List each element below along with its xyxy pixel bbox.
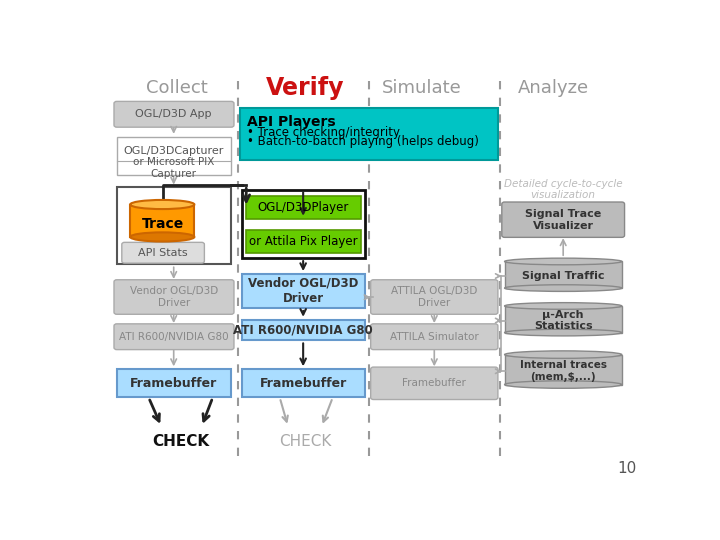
FancyBboxPatch shape	[371, 324, 498, 349]
Text: 10: 10	[617, 462, 636, 476]
Text: • Trace checking/integrity: • Trace checking/integrity	[247, 126, 400, 139]
FancyBboxPatch shape	[371, 280, 498, 314]
Bar	[505, 306, 622, 333]
Text: Vendor OGL/D3D
Driver: Vendor OGL/D3D Driver	[248, 277, 359, 305]
Ellipse shape	[505, 285, 622, 292]
Text: ATI R600/NVIDIA G80: ATI R600/NVIDIA G80	[233, 323, 373, 336]
FancyBboxPatch shape	[242, 274, 364, 308]
FancyBboxPatch shape	[502, 202, 624, 238]
Text: or Microsoft PIX
Capturer: or Microsoft PIX Capturer	[133, 157, 215, 179]
FancyBboxPatch shape	[114, 102, 234, 127]
Text: ATTILA OGL/D3D
Driver: ATTILA OGL/D3D Driver	[391, 286, 477, 308]
Text: Framebuffer: Framebuffer	[402, 379, 467, 388]
Text: CHECK: CHECK	[279, 434, 331, 449]
Text: ATI R600/NVIDIA G80: ATI R600/NVIDIA G80	[119, 332, 228, 342]
FancyBboxPatch shape	[242, 190, 364, 258]
Text: Signal Traffic: Signal Traffic	[522, 271, 604, 281]
Text: OGL/D3DCapturer: OGL/D3DCapturer	[124, 146, 224, 156]
Text: Trace: Trace	[141, 217, 184, 231]
Bar	[130, 205, 194, 237]
Text: • Batch-to-batch playing (helps debug): • Batch-to-batch playing (helps debug)	[247, 136, 479, 148]
Text: or Attila Pix Player: or Attila Pix Player	[249, 235, 357, 248]
FancyBboxPatch shape	[242, 369, 364, 397]
Ellipse shape	[130, 200, 194, 209]
FancyBboxPatch shape	[246, 196, 361, 219]
FancyBboxPatch shape	[242, 320, 364, 341]
Ellipse shape	[130, 232, 194, 241]
Text: Collect: Collect	[145, 79, 207, 97]
Ellipse shape	[505, 302, 622, 309]
FancyBboxPatch shape	[117, 137, 231, 175]
FancyBboxPatch shape	[240, 109, 498, 160]
Text: Analyze: Analyze	[518, 79, 589, 97]
Text: API Players: API Players	[247, 114, 336, 129]
Text: CHECK: CHECK	[152, 434, 209, 449]
Text: Framebuffer: Framebuffer	[259, 377, 347, 390]
Text: Simulate: Simulate	[382, 79, 462, 97]
Text: Verify: Verify	[266, 76, 344, 100]
Ellipse shape	[505, 351, 622, 359]
FancyBboxPatch shape	[122, 242, 204, 263]
Bar	[505, 355, 622, 384]
Ellipse shape	[505, 258, 622, 265]
Text: ATTILA Simulator: ATTILA Simulator	[390, 332, 479, 342]
Text: OGL/D3D App: OGL/D3D App	[135, 109, 212, 119]
Text: API Stats: API Stats	[138, 248, 188, 258]
FancyBboxPatch shape	[117, 187, 231, 265]
Text: μ-Arch
Statistics: μ-Arch Statistics	[534, 310, 593, 332]
Text: Framebuffer: Framebuffer	[130, 377, 217, 390]
Text: Vendor OGL/D3D
Driver: Vendor OGL/D3D Driver	[130, 286, 218, 308]
FancyBboxPatch shape	[371, 367, 498, 400]
FancyBboxPatch shape	[114, 324, 234, 349]
FancyBboxPatch shape	[117, 369, 231, 397]
Text: OGL/D3DPlayer: OGL/D3DPlayer	[258, 201, 349, 214]
Text: Internal traces
(mem,$,...): Internal traces (mem,$,...)	[520, 360, 607, 382]
FancyBboxPatch shape	[114, 280, 234, 314]
Text: Detailed cycle-to-cycle
visualization: Detailed cycle-to-cycle visualization	[504, 179, 623, 200]
FancyBboxPatch shape	[246, 230, 361, 253]
Ellipse shape	[505, 329, 622, 336]
Text: Signal Trace
Visualizer: Signal Trace Visualizer	[525, 209, 601, 231]
Ellipse shape	[505, 381, 622, 388]
Bar	[505, 261, 622, 288]
